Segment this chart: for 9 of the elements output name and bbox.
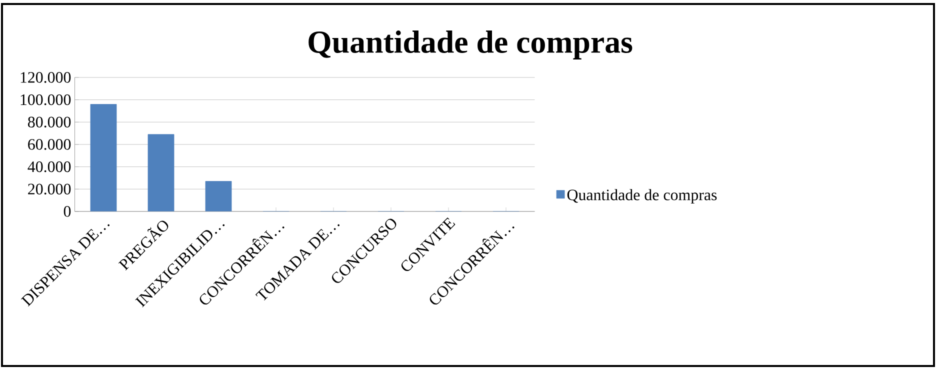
y-tick-label: 100.000 xyxy=(20,94,71,106)
y-tick-label: 0 xyxy=(64,206,71,217)
y-tick-label: 40.000 xyxy=(28,161,71,172)
chart-title: Quantidade de compras xyxy=(308,30,632,60)
y-tick-label: 60.000 xyxy=(28,139,71,150)
y-tick-label: 20.000 xyxy=(28,184,71,195)
legend-label: Quantidade de compras xyxy=(567,189,717,204)
y-tick-label: 80.000 xyxy=(28,116,71,128)
y-tick-label: 120.000 xyxy=(20,72,71,83)
